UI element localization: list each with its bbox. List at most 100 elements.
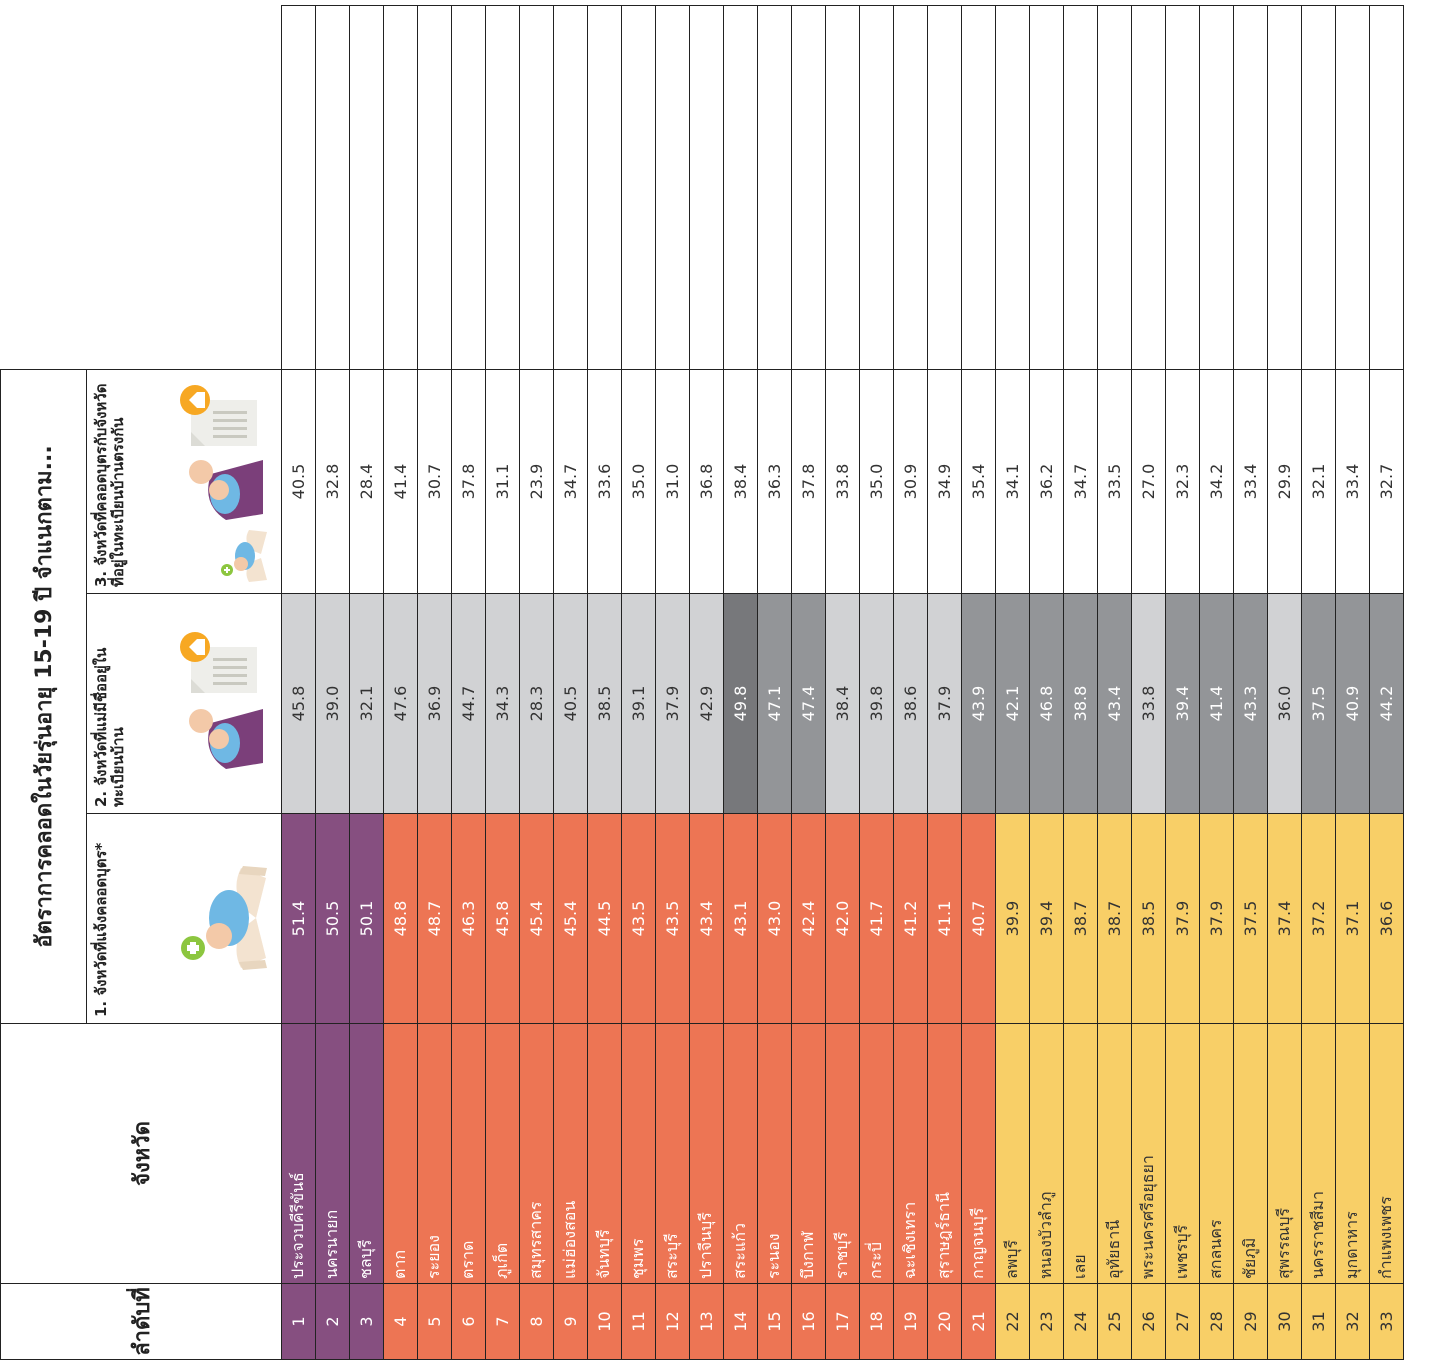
rate-registered-cell: 49.8 [723, 593, 758, 814]
col3-header: 3. จังหวัดที่คลอดบุตรกับจังหวัดที่อยู่ใน… [86, 369, 282, 594]
table-row: 4 ตาก 48.8 47.6 41.4 [383, 5, 418, 1360]
rank-cell: 17 [825, 1283, 860, 1360]
rate-registered-cell: 44.7 [451, 593, 486, 814]
rank-cell: 13 [689, 1283, 724, 1360]
rate-matching-cell: 33.4 [1233, 369, 1268, 594]
rate-matching-cell: 34.2 [1199, 369, 1234, 594]
rank-cell: 3 [349, 1283, 384, 1360]
rate-matching-cell: 33.6 [587, 369, 622, 594]
rate-reported-cell: 41.7 [859, 813, 894, 1024]
blank-cell [825, 5, 860, 370]
rate-registered-cell: 44.2 [1369, 593, 1404, 814]
blank-cell [1369, 5, 1404, 370]
rate-matching-cell: 41.4 [383, 369, 418, 594]
province-cell: พระนครศรีอยุธยา [1131, 1023, 1166, 1284]
table-row: 10 จันทบุรี 44.5 38.5 33.6 [587, 5, 622, 1360]
province-cell: ราชบุรี [825, 1023, 860, 1284]
baby-mother-house-registration-icon [180, 385, 267, 583]
rank-cell: 26 [1131, 1283, 1166, 1360]
rate-registered-cell: 32.1 [349, 593, 384, 814]
blank-cell [417, 5, 452, 370]
rate-reported-cell: 43.1 [723, 813, 758, 1024]
province-header: จังหวัด [0, 1023, 282, 1284]
province-cell: สระแก้ว [723, 1023, 758, 1284]
province-cell: ชุมพร [621, 1023, 656, 1284]
province-cell: กำแพงเพชร [1369, 1023, 1404, 1284]
rank-cell: 29 [1233, 1283, 1268, 1360]
province-cell: ตราด [451, 1023, 486, 1284]
blank-cell [1301, 5, 1336, 370]
province-cell: ชลบุรี [349, 1023, 384, 1284]
rate-registered-cell: 36.9 [417, 593, 452, 814]
col1-label: 1. จังหวัดที่แจ้งคลอดบุตร* [91, 842, 110, 1017]
table-row: 8 สมุทรสาคร 45.4 28.3 23.9 [519, 5, 554, 1360]
rank-cell: 28 [1199, 1283, 1234, 1360]
blank-header-cell [0, 5, 282, 370]
table-row: 11 ชุมพร 43.5 39.1 35.0 [621, 5, 656, 1360]
blank-cell [1335, 5, 1370, 370]
rate-matching-cell: 35.0 [859, 369, 894, 594]
rate-matching-cell: 31.1 [485, 369, 520, 594]
rate-matching-cell: 36.8 [689, 369, 724, 594]
rate-matching-cell: 34.7 [1063, 369, 1098, 594]
rate-reported-cell: 37.2 [1301, 813, 1336, 1024]
rate-registered-cell: 38.4 [825, 593, 860, 814]
table-row: 2 นครนายก 50.5 39.0 32.8 [315, 5, 350, 1360]
rate-registered-cell: 42.1 [995, 593, 1030, 814]
rate-matching-cell: 33.8 [825, 369, 860, 594]
rate-registered-cell: 43.4 [1097, 593, 1132, 814]
rate-reported-cell: 43.4 [689, 813, 724, 1024]
rate-matching-cell: 33.5 [1097, 369, 1132, 594]
blank-cell [281, 5, 316, 370]
rate-reported-cell: 41.1 [927, 813, 962, 1024]
blank-cell [1233, 5, 1268, 370]
blank-cell [757, 5, 792, 370]
rate-reported-cell: 41.2 [893, 813, 928, 1024]
rate-reported-cell: 37.4 [1267, 813, 1302, 1024]
rate-reported-cell: 38.7 [1063, 813, 1098, 1024]
rate-matching-cell: 35.0 [621, 369, 656, 594]
rate-matching-cell: 32.7 [1369, 369, 1404, 594]
province-cell: สกลนคร [1199, 1023, 1234, 1284]
province-cell: สระบุรี [655, 1023, 690, 1284]
province-cell: หนองบัวลำภู [1029, 1023, 1064, 1284]
table-row: 9 แม่ฮ่องสอน 45.4 40.5 34.7 [553, 5, 588, 1360]
rank-cell: 27 [1165, 1283, 1200, 1360]
rank-cell: 9 [553, 1283, 588, 1360]
table-row: 20 สุราษฎร์ธานี 41.1 37.9 34.9 [927, 5, 962, 1360]
province-cell: นครราชสีมา [1301, 1023, 1336, 1284]
rate-matching-cell: 23.9 [519, 369, 554, 594]
table-row: 33 กำแพงเพชร 36.6 44.2 32.7 [1369, 5, 1404, 1360]
rate-registered-cell: 47.4 [791, 593, 826, 814]
province-cell: อุทัยธานี [1097, 1023, 1132, 1284]
table-row: 27 เพชรบุรี 37.9 39.4 32.3 [1165, 5, 1200, 1360]
rate-registered-cell: 46.8 [1029, 593, 1064, 814]
rank-cell: 23 [1029, 1283, 1064, 1360]
province-cell: นครนายก [315, 1023, 350, 1284]
rate-registered-cell: 37.9 [655, 593, 690, 814]
rate-reported-cell: 37.1 [1335, 813, 1370, 1024]
blank-cell [553, 5, 588, 370]
rank-cell: 14 [723, 1283, 758, 1360]
province-cell: ระยอง [417, 1023, 452, 1284]
blank-cell [383, 5, 418, 370]
table-row: 19 ฉะเชิงเทรา 41.2 38.6 30.9 [893, 5, 928, 1360]
table-row: 16 บึงกาฬ 42.4 47.4 37.8 [791, 5, 826, 1360]
rank-cell: 12 [655, 1283, 690, 1360]
teen-birth-rate-table: ลำดับที่ จังหวัด อัตราการคลอดในวัยรุ่นอา… [0, 5, 1404, 1360]
rank-cell: 11 [621, 1283, 656, 1360]
rate-registered-cell: 39.0 [315, 593, 350, 814]
rate-registered-cell: 37.9 [927, 593, 962, 814]
blank-cell [587, 5, 622, 370]
rate-reported-cell: 40.7 [961, 813, 996, 1024]
province-cell: เพชรบุรี [1165, 1023, 1200, 1284]
blank-cell [451, 5, 486, 370]
rate-reported-cell: 42.0 [825, 813, 860, 1024]
rank-cell: 22 [995, 1283, 1030, 1360]
rank-header: ลำดับที่ [0, 1283, 282, 1360]
rate-matching-cell: 34.7 [553, 369, 588, 594]
blank-cell [927, 5, 962, 370]
rate-reported-cell: 51.4 [281, 813, 316, 1024]
rate-reported-cell: 45.4 [519, 813, 554, 1024]
blank-cell [315, 5, 350, 370]
